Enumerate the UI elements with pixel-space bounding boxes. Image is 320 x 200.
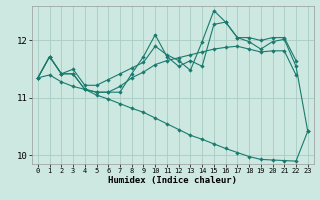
X-axis label: Humidex (Indice chaleur): Humidex (Indice chaleur): [108, 176, 237, 185]
